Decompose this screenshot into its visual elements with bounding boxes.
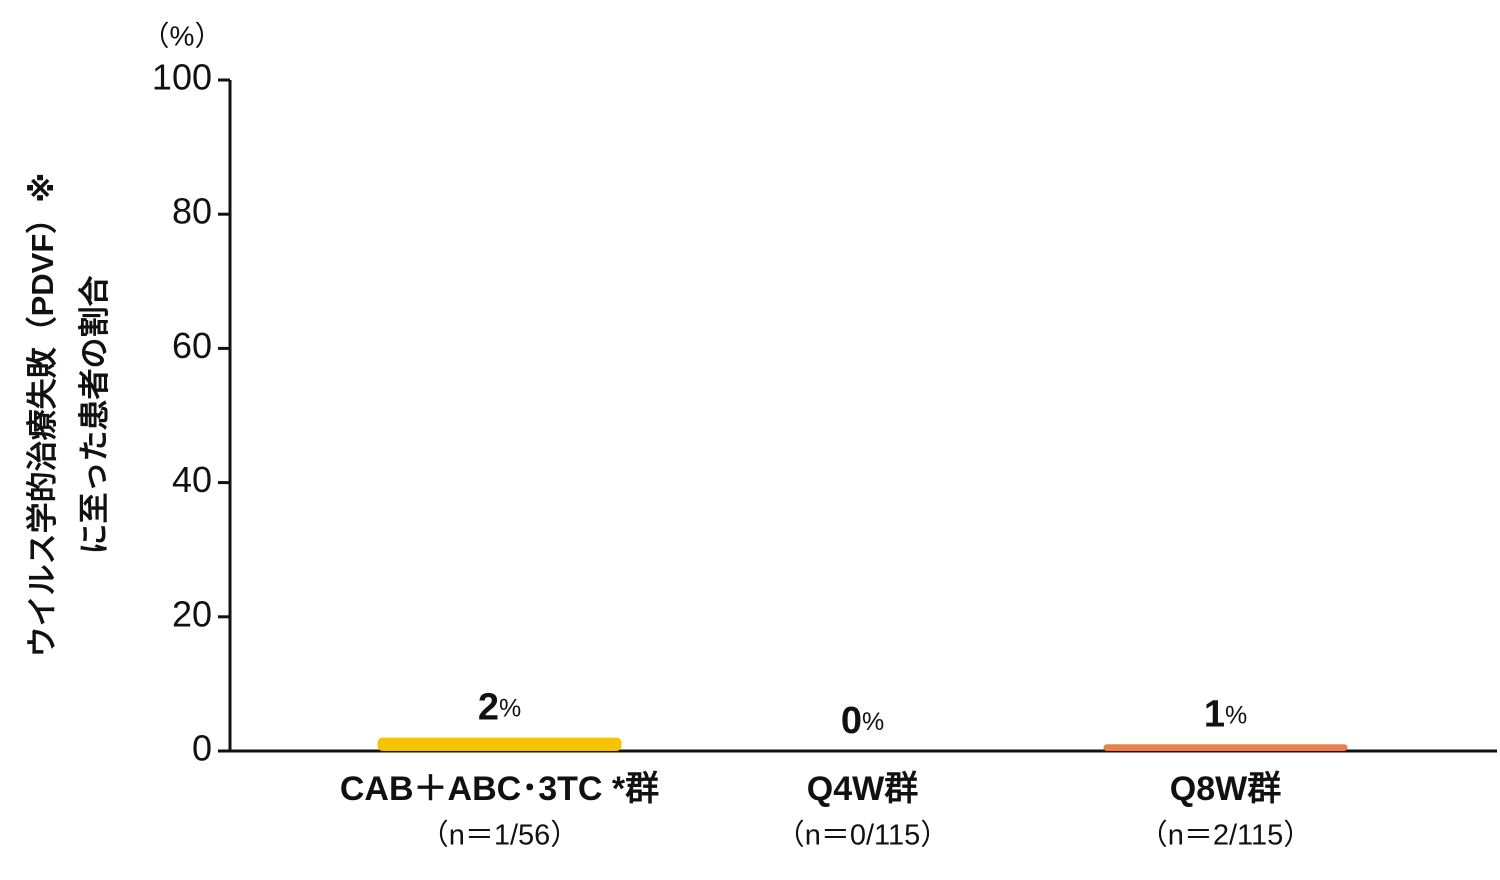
x-tick-label: Q8W群 [1170, 770, 1281, 808]
y-unit: （%） [142, 20, 223, 51]
value-label: 2% [478, 687, 521, 729]
y-axis-title: ウイルス学的治療失敗（PDVF）※ [25, 173, 60, 658]
y-tick-label: 60 [172, 325, 212, 366]
y-tick-label: 80 [172, 191, 212, 232]
x-tick-sublabel: （n＝0/115） [776, 820, 950, 852]
y-tick-label: 20 [172, 593, 212, 634]
bar [377, 737, 622, 751]
x-tick-sublabel: （n＝1/56） [420, 820, 580, 852]
y-axis-title: に至った患者の割合 [77, 276, 112, 555]
y-tick-label: 100 [152, 57, 212, 98]
x-tick-label: Q4W群 [807, 770, 918, 808]
bar [1103, 744, 1348, 751]
x-tick-label: CAB＋ABC･3TC *群 [340, 770, 659, 808]
value-label: 0% [841, 700, 884, 742]
y-tick-label: 0 [192, 728, 212, 769]
x-tick-sublabel: （n＝2/115） [1139, 820, 1313, 852]
y-tick-label: 40 [172, 459, 212, 500]
value-label: 1% [1204, 693, 1247, 735]
